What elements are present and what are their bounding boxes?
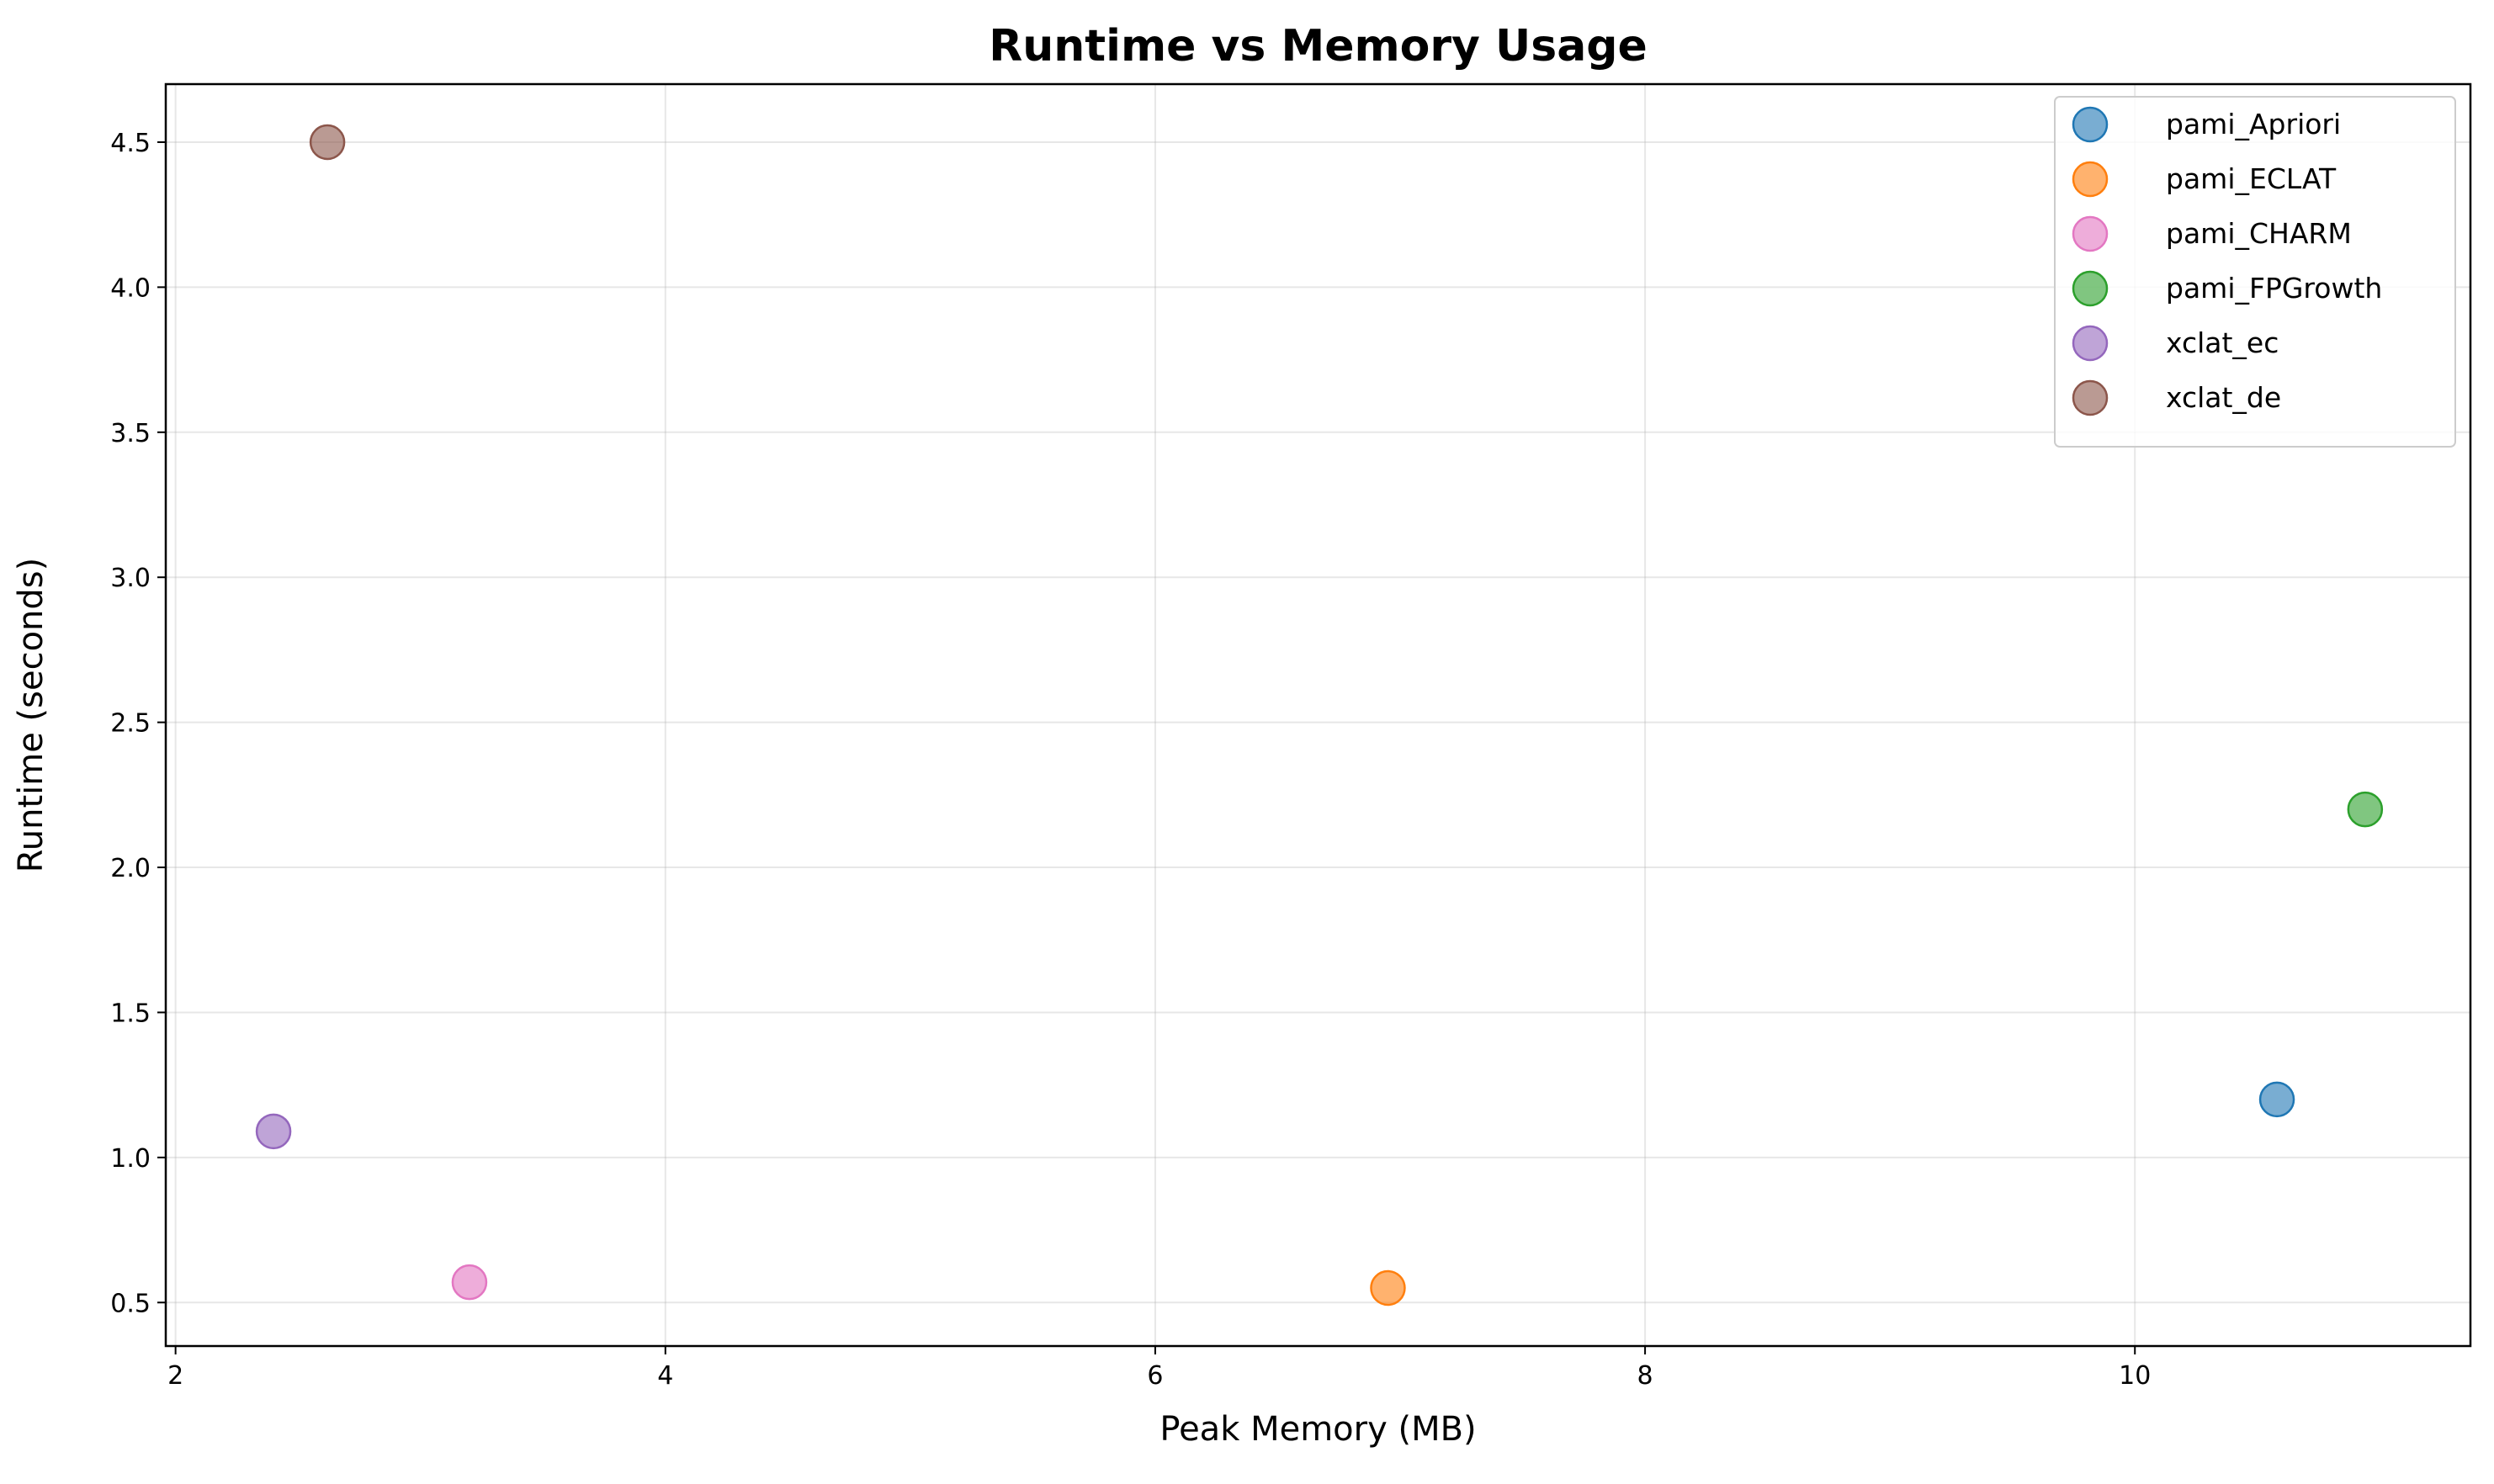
x-tick-label: 6 [1147, 1361, 1163, 1391]
y-tick-label: 1.0 [110, 1144, 151, 1174]
x-tick-label: 10 [2119, 1361, 2151, 1391]
point-xclat-de [309, 124, 346, 161]
point-pami-fpgrowth [2347, 791, 2384, 828]
plot-frame [164, 82, 2472, 1348]
x-axis-label: Peak Memory (MB) [1159, 1410, 1476, 1449]
legend-marker [2072, 161, 2109, 198]
y-axis-label: Runtime (seconds) [12, 558, 50, 873]
axis-ticks: 2 4 6 8 10 0.5 1.0 1.5 2.0 2.5 3.0 3.5 4.0 4.5 [110, 129, 2151, 1391]
y-tick-label: 4.5 [110, 129, 151, 158]
legend-label: pami_FPGrowth [2166, 272, 2382, 305]
legend-label: pami_Apriori [2166, 108, 2341, 140]
legend-marker [2072, 215, 2109, 252]
legend-marker [2072, 325, 2109, 362]
legend-label: pami_CHARM [2166, 217, 2352, 250]
y-tick-label: 2.5 [110, 709, 151, 739]
y-tick-label: 3.0 [110, 564, 151, 593]
legend-marker [2072, 106, 2109, 143]
y-tick-label: 3.5 [110, 419, 151, 448]
x-tick-label: 8 [1637, 1361, 1653, 1391]
point-pami-charm [451, 1264, 488, 1301]
y-tick-label: 0.5 [110, 1289, 151, 1318]
legend-marker [2072, 270, 2109, 307]
y-tick-label: 4.0 [110, 273, 151, 303]
legend: pami_Apriori pami_ECLAT pami_CHARM pami_FPG… [2054, 96, 2456, 448]
legend-label: pami_ECLAT [2166, 162, 2337, 195]
legend-marker [2072, 379, 2109, 416]
point-xclat-ec [255, 1113, 292, 1150]
x-tick-label: 4 [657, 1361, 673, 1391]
chart-title: Runtime vs Memory Usage [989, 21, 1648, 72]
y-tick-label: 1.5 [110, 999, 151, 1028]
legend-box [2054, 96, 2456, 448]
x-tick-label: 2 [167, 1361, 183, 1391]
legend-label: xclat_ec [2166, 326, 2279, 359]
point-pami-eclat [1370, 1269, 1406, 1306]
grid [166, 84, 2470, 1346]
data-points [255, 124, 2384, 1306]
y-tick-label: 2.0 [110, 854, 151, 883]
legend-label: xclat_de [2166, 381, 2281, 414]
point-pami-apriori [2258, 1081, 2295, 1118]
